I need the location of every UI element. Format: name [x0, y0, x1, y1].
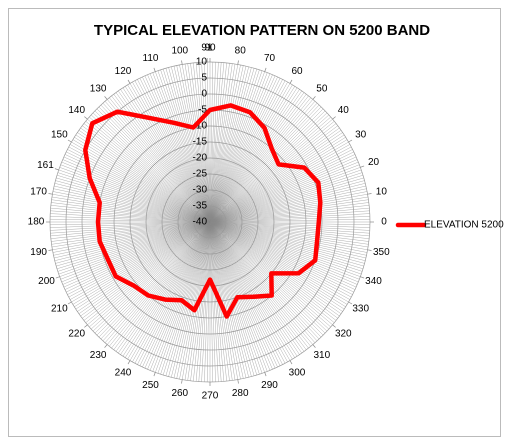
angle-tick-label: 290: [261, 380, 278, 391]
angle-tick: [348, 301, 353, 305]
angle-tick-label: 150: [51, 130, 68, 141]
angle-tick: [367, 193, 372, 195]
angle-tick-label: 220: [68, 328, 85, 339]
angle-tick: [181, 379, 183, 384]
angle-tick: [360, 165, 365, 168]
r-tick-label: -35: [193, 201, 208, 212]
angle-tick-label: 230: [90, 350, 107, 361]
grid-ring: [177, 189, 243, 255]
angle-tick: [67, 301, 72, 305]
angle-tick: [127, 79, 131, 84]
grid-ring: [161, 173, 259, 271]
chart-title: TYPICAL ELEVATION PATTERN ON 5200 BAND: [94, 22, 430, 39]
angle-tick-label: 140: [68, 105, 85, 116]
grid-ring: [129, 141, 291, 303]
legend-label: ELEVATION 5200: [424, 220, 504, 231]
r-tick-label: -30: [193, 185, 208, 196]
angle-tick-label: 260: [171, 388, 188, 399]
angle-tick-label: 100: [171, 45, 188, 56]
angle-tick: [48, 193, 53, 195]
r-tick-label: -15: [193, 137, 208, 148]
angle-tick: [153, 67, 156, 72]
angle-tick-label: 270: [202, 391, 219, 402]
angle-tick: [48, 249, 53, 251]
r-tick-label: 10: [196, 57, 208, 68]
angle-tick: [54, 168, 59, 171]
angle-tick-label: 250: [142, 380, 159, 391]
angle-tick-label: 200: [38, 276, 55, 287]
angle-tick-label: 320: [335, 328, 352, 339]
angle-tick-label: 90: [204, 43, 216, 54]
angle-tick-label: 50: [316, 83, 328, 94]
r-tick-label: -25: [193, 169, 208, 180]
angle-tick-label: 300: [289, 367, 306, 378]
angle-tick: [55, 276, 60, 279]
angle-tick: [84, 324, 88, 328]
angle-tick-label: 161: [37, 160, 54, 171]
angle-tick-label: 280: [232, 388, 249, 399]
angle-tick: [332, 116, 336, 120]
angle-tick-label: 180: [28, 217, 45, 228]
angle-tick-label: 170: [30, 186, 47, 197]
angle-tick-label: 210: [51, 304, 68, 315]
angle-tick: [181, 60, 183, 65]
angle-tick: [312, 96, 316, 100]
series-line: [83, 103, 323, 319]
angle-tick: [237, 60, 239, 65]
angle-tick-label: 110: [143, 53, 159, 64]
angle-tick: [67, 139, 72, 143]
angle-tick: [312, 344, 316, 348]
angle-tick-label: 340: [365, 276, 382, 287]
angle-tick: [104, 96, 108, 100]
angle-tick-label: 80: [235, 45, 247, 56]
r-tick-label: -5: [198, 105, 207, 116]
angle-tick-label: 310: [314, 350, 331, 361]
angle-tick-label: 70: [264, 53, 276, 64]
angle-tick-label: 60: [291, 66, 303, 77]
grid-ring: [113, 125, 307, 319]
angle-tick-label: 10: [376, 186, 388, 197]
grid-ring: [65, 77, 355, 367]
angle-tick: [127, 360, 131, 365]
angle-tick: [264, 67, 267, 72]
angle-tick: [153, 372, 156, 377]
angle-tick-label: 91: [201, 43, 213, 54]
r-tick-label: -40: [193, 217, 208, 228]
angle-tick-label: 350: [373, 247, 390, 258]
angle-tick-label: 130: [90, 83, 107, 94]
angle-tick: [237, 379, 239, 384]
angle-tick-label: 0: [381, 217, 387, 228]
angle-tick: [104, 344, 108, 348]
angle-tick-label: 330: [352, 304, 369, 315]
angle-tick: [289, 360, 293, 365]
grid-ring: [145, 157, 275, 287]
angle-tick: [84, 116, 88, 120]
angle-tick: [367, 249, 372, 251]
angle-tick-label: 190: [30, 247, 47, 258]
r-tick-label: -20: [193, 153, 208, 164]
angle-tick: [360, 276, 365, 279]
angle-tick-label: 40: [338, 105, 350, 116]
angle-tick: [264, 372, 267, 377]
angle-tick-label: 120: [115, 66, 132, 77]
angle-tick: [348, 139, 353, 143]
angle-tick-label: 30: [355, 130, 367, 141]
chart-border: [8, 8, 501, 437]
angle-tick-label: 240: [115, 367, 132, 378]
grid-ring: [81, 93, 339, 351]
angle-tick-label: 20: [368, 157, 380, 168]
grid-ring: [193, 205, 227, 239]
r-tick-label: 0: [201, 89, 207, 100]
r-tick-label: -10: [193, 121, 208, 132]
angle-tick: [332, 324, 336, 328]
angle-tick: [289, 79, 293, 84]
r-tick-label: 5: [201, 73, 207, 84]
